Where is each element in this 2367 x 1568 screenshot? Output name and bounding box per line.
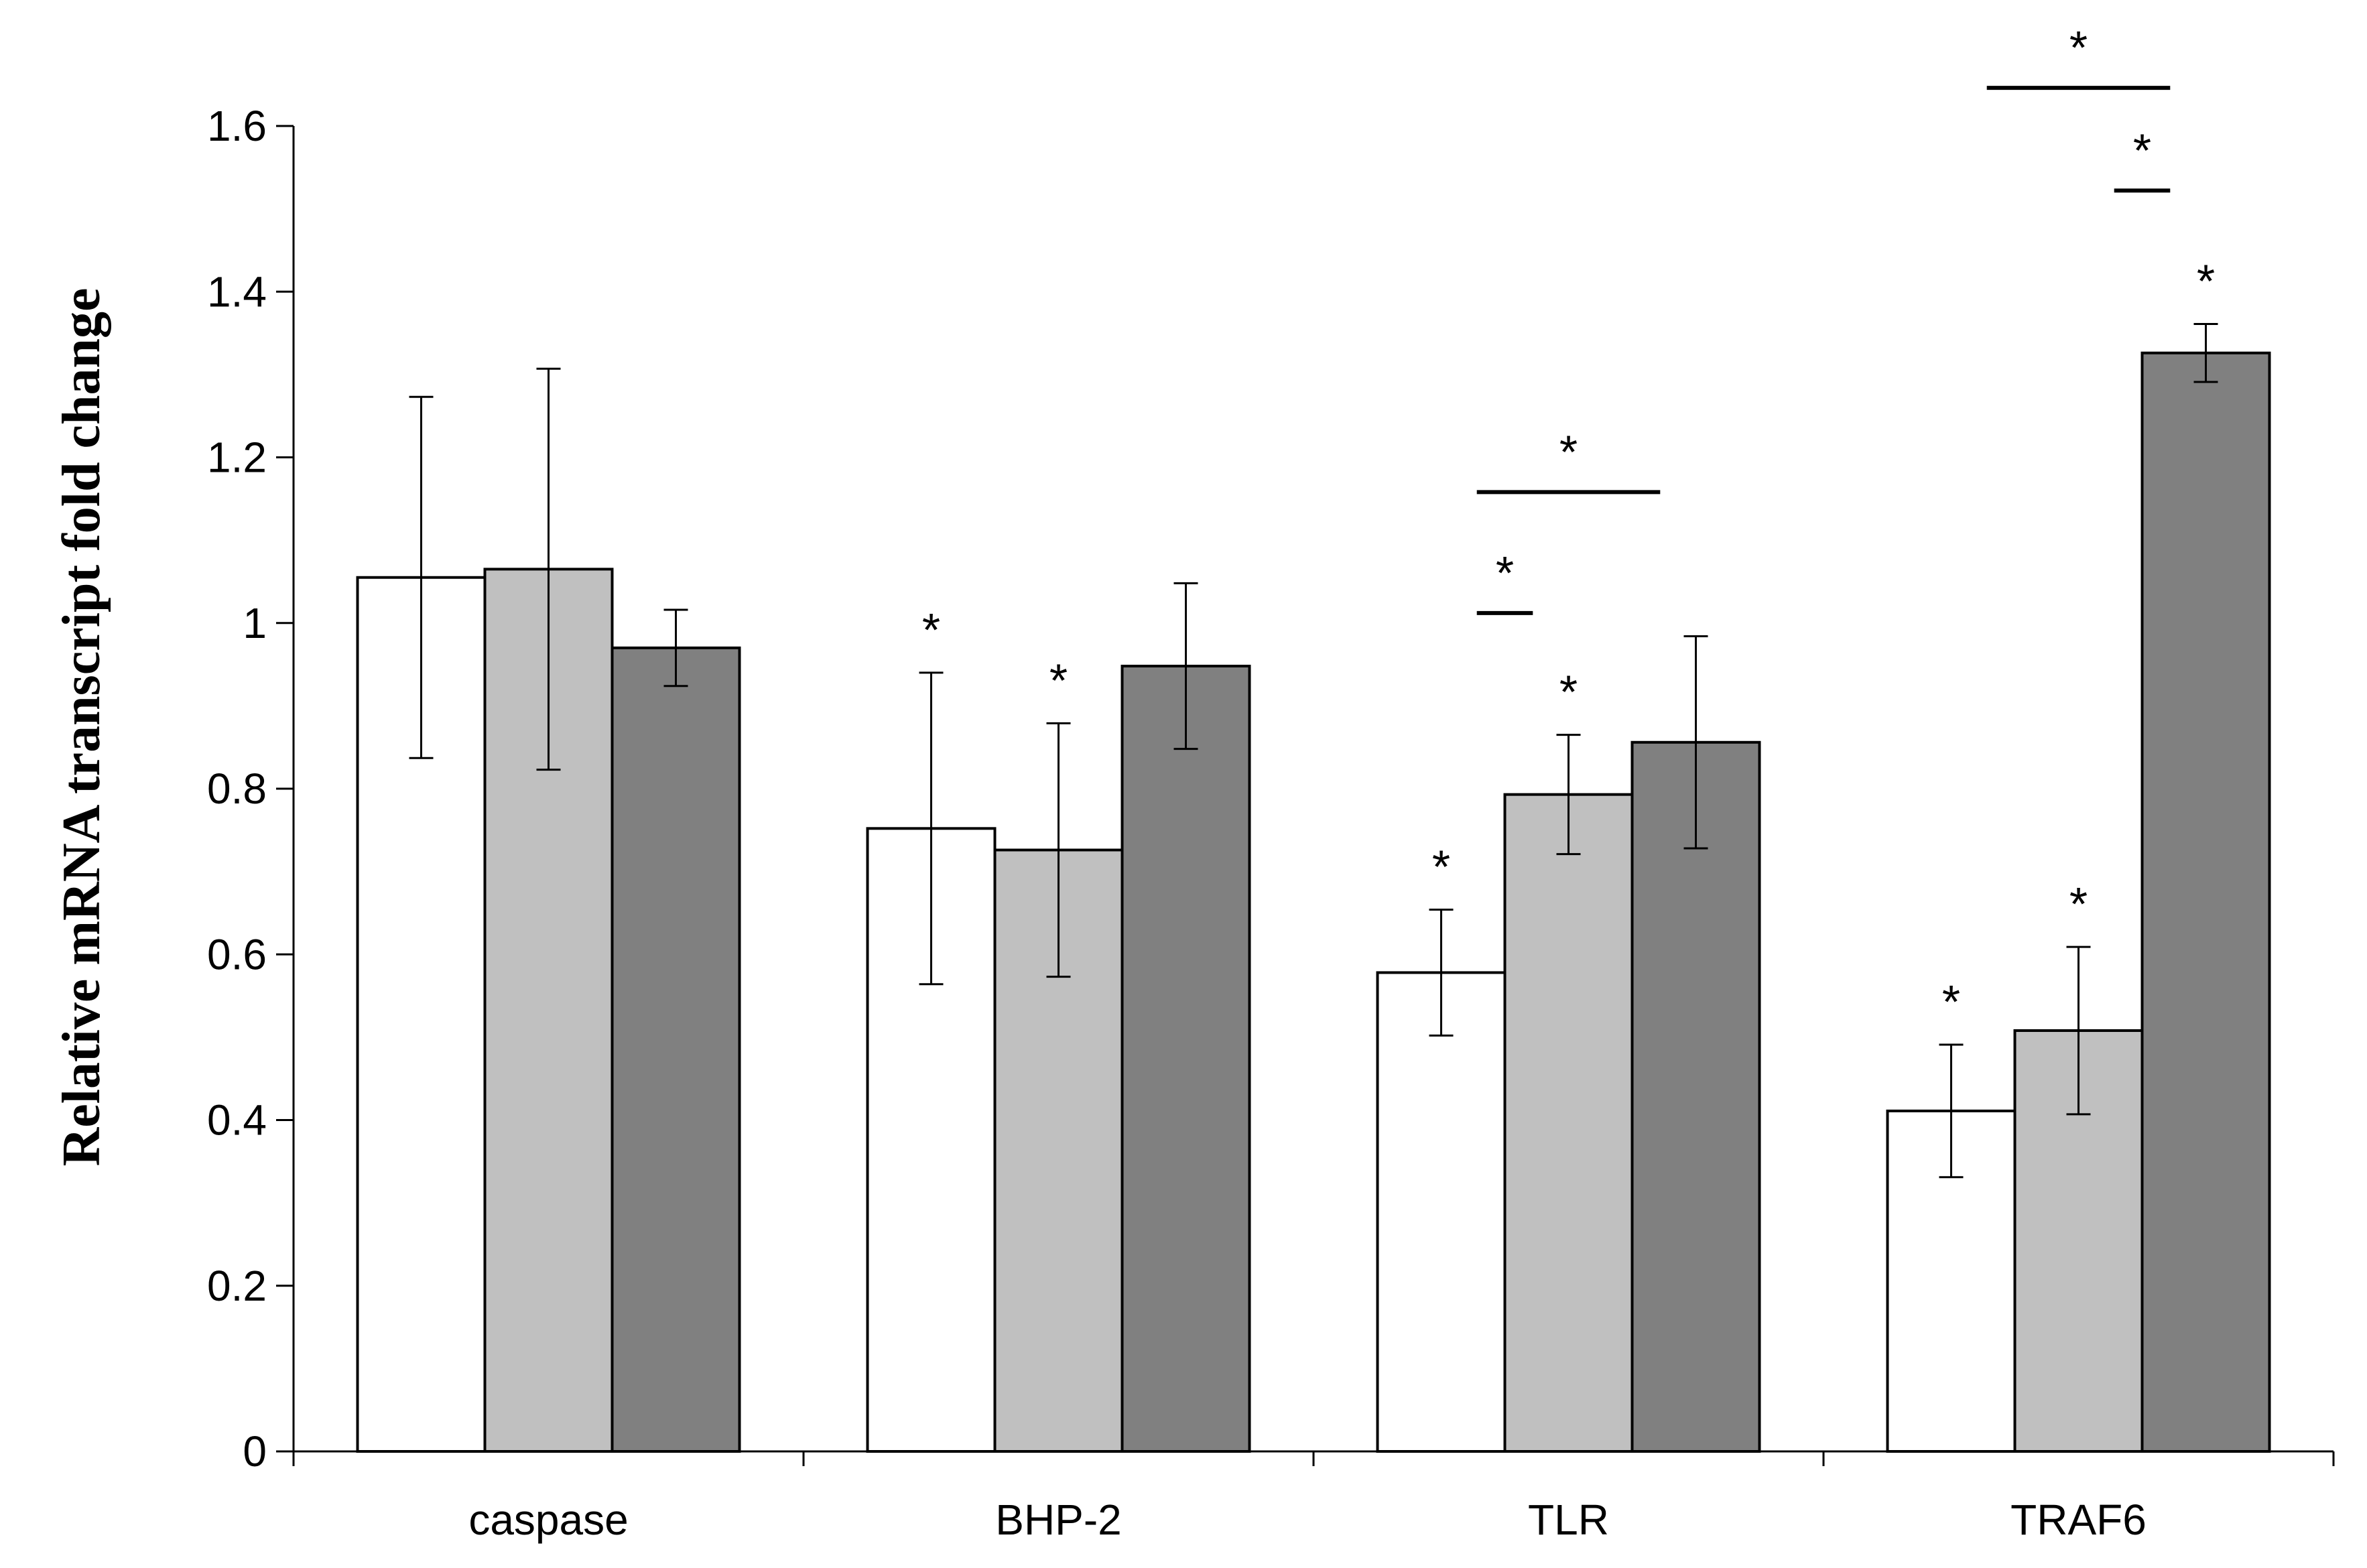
bar-traf6-series-1 <box>1886 1109 2017 1453</box>
category-label-traf6: TRAF6 <box>2010 1496 2147 1544</box>
error-bars <box>409 322 2218 1179</box>
y-ticks: 0 0.2 0.4 0.6 0.8 1 1.2 1.4 1.6 <box>207 102 294 1476</box>
significance-star: * <box>2069 878 2088 930</box>
comparison-brackets: * * * * <box>1476 21 2171 615</box>
significance-star: * <box>1049 654 1068 706</box>
category-label-bhp-2: BHP-2 <box>995 1496 1122 1544</box>
category-labels: caspase BHP-2 TLR TRAF6 <box>468 1496 2147 1544</box>
comparison-bracket-star: * <box>1496 547 1514 599</box>
y-tick-label: 0.6 <box>207 930 267 978</box>
comparison-bracket-star: * <box>2069 21 2088 74</box>
bar-bhp-2-series-3 <box>1121 665 1251 1453</box>
category-label-tlr: TLR <box>1528 1496 1609 1544</box>
y-tick-label: 0.8 <box>207 765 267 813</box>
comparison-bracket-star: * <box>2133 124 2151 176</box>
category-label-caspase: caspase <box>468 1496 628 1544</box>
significance-markers: * * * * * * * <box>922 255 2215 1028</box>
y-axis-label: Relative mRNA transcript fold change <box>52 288 111 1167</box>
y-tick-label: 0 <box>243 1427 267 1476</box>
significance-star: * <box>2197 255 2215 307</box>
y-tick-label: 0.4 <box>207 1096 267 1145</box>
y-tick-label: 1 <box>243 599 267 647</box>
bars <box>356 351 2271 1453</box>
y-tick-label: 0.2 <box>207 1262 267 1310</box>
y-tick-label: 1.2 <box>207 434 267 482</box>
y-tick-label: 1.4 <box>207 267 267 316</box>
significance-star: * <box>1942 976 1960 1028</box>
significance-star: * <box>1432 840 1450 893</box>
bar-traf6-series-3 <box>2140 351 2271 1453</box>
x-ticks <box>292 1451 2335 1466</box>
significance-star: * <box>1559 666 1578 718</box>
bar-tlr-series-2 <box>1503 793 1634 1453</box>
bar-caspase-series-3 <box>611 646 741 1453</box>
bar-tlr-series-1 <box>1376 971 1507 1453</box>
y-tick-label: 1.6 <box>207 102 267 150</box>
comparison-bracket-star: * <box>1559 426 1578 478</box>
bar-caspase-series-1 <box>356 576 487 1453</box>
significance-star: * <box>922 604 940 656</box>
